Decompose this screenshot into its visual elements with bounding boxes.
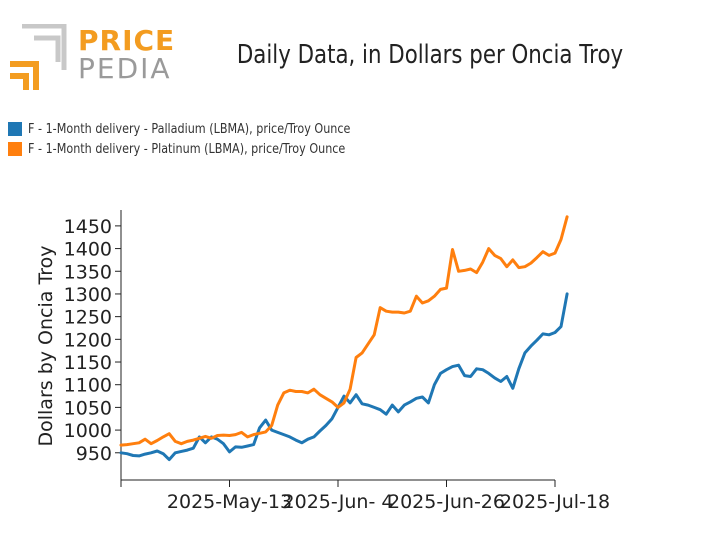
logo-mark-icon [10, 23, 67, 90]
y-tick-label: 1000 [64, 420, 112, 442]
y-tick-label: 1200 [64, 329, 112, 351]
logo-text-price: PRICE [78, 24, 176, 57]
x-tick-label: 2025-May-13 [167, 491, 292, 513]
y-tick-label: 1450 [64, 216, 112, 238]
y-tick-label: 1150 [64, 352, 112, 374]
x-tick-label: 2025-Jul-18 [500, 491, 610, 513]
y-tick-label: 1050 [64, 397, 112, 419]
legend-label-platinum: F - 1-Month delivery - Platinum (LBMA), … [28, 141, 346, 157]
pricepedia-logo: PRICE PEDIA [8, 23, 174, 94]
x-tick-label: 2025-Jun- 4 [283, 491, 394, 513]
y-tick-label: 1300 [64, 284, 112, 306]
legend-swatch-palladium [8, 122, 22, 136]
y-axis-label: Dollars by Oncia Troy [35, 245, 57, 446]
chart-title: Daily Data, in Dollars per Oncia Troy [236, 40, 624, 70]
legend-item-platinum[interactable]: F - 1-Month delivery - Platinum (LBMA), … [8, 139, 403, 159]
series-line-palladium [119, 292, 569, 462]
legend-swatch-platinum [8, 142, 22, 156]
y-tick-label: 1350 [64, 261, 112, 283]
y-tick-label: 950 [76, 443, 112, 465]
logo-text-pedia: PEDIA [78, 52, 172, 85]
series-line-platinum [119, 215, 569, 447]
x-tick-label: 2025-Jun-26 [388, 491, 505, 513]
legend-label-palladium: F - 1-Month delivery - Palladium (LBMA),… [28, 121, 351, 137]
y-tick-label: 1250 [64, 307, 112, 329]
legend-item-palladium[interactable]: F - 1-Month delivery - Palladium (LBMA),… [8, 119, 403, 139]
y-tick-label: 1100 [64, 375, 112, 397]
y-tick-label: 1400 [64, 239, 112, 261]
legend: F - 1-Month delivery - Palladium (LBMA),… [8, 119, 403, 159]
